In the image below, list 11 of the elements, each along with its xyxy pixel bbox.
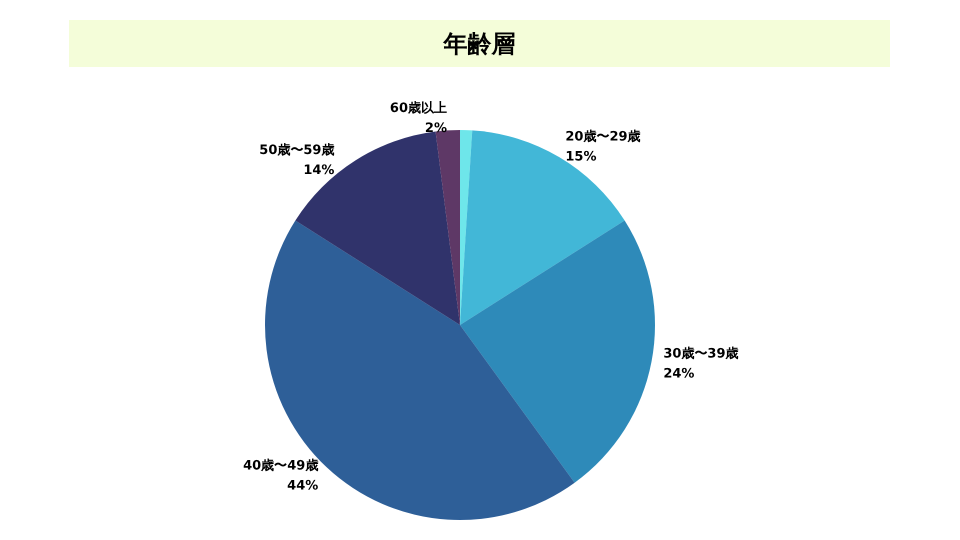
- slice-label: 50歳〜59歳: [259, 142, 334, 158]
- slice-label: 40歳〜49歳: [243, 458, 318, 474]
- chart-title: 年齢層: [69, 20, 890, 67]
- data-label: 14%: [303, 162, 334, 178]
- slice-label: 20歳〜29歳: [565, 129, 641, 144]
- data-label: 24%: [663, 366, 694, 382]
- data-label: 44%: [287, 478, 318, 494]
- data-label: 15%: [565, 149, 596, 164]
- data-label: 2%: [424, 120, 447, 136]
- slice-label: 30歳〜39歳: [663, 346, 739, 362]
- slice-label: 60歳以上: [390, 100, 447, 116]
